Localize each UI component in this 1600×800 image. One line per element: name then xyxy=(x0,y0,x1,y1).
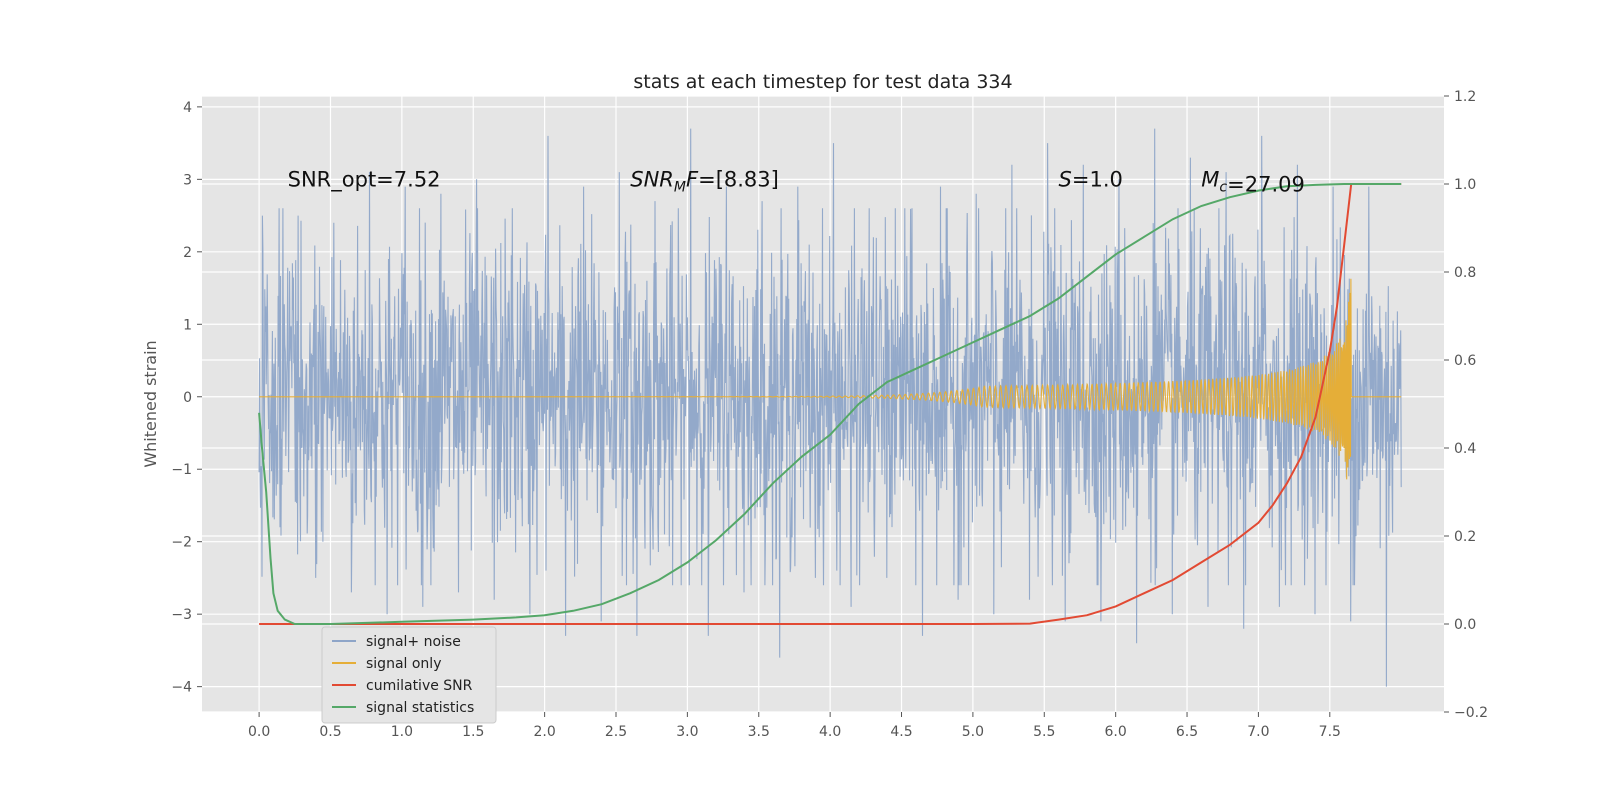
x-tick-label: 7.5 xyxy=(1319,724,1341,740)
series-signal-only xyxy=(259,278,1402,480)
annotation-value: =1.0 xyxy=(1072,167,1123,191)
legend-box xyxy=(321,626,497,724)
annotation: S=1.0 xyxy=(1059,167,1123,191)
annotation-suffix: F xyxy=(686,167,699,191)
annotation-value: =[8.83] xyxy=(698,167,779,191)
x-tick-label: 6.5 xyxy=(1176,724,1198,740)
annotation-value: =27.09 xyxy=(1227,172,1305,196)
y2-tick-label: 0.2 xyxy=(1454,529,1476,545)
y-tick-label: −3 xyxy=(171,607,192,623)
y2-tick-label: 0.6 xyxy=(1454,353,1476,369)
y2-tick-label: 0.8 xyxy=(1454,265,1476,281)
series-signal-plus-noise xyxy=(258,128,1402,687)
series-cumilative-snr xyxy=(259,183,1402,625)
x-tick-label: 3.5 xyxy=(748,724,770,740)
annotation: Mc=27.09 xyxy=(1201,167,1305,196)
series-layer xyxy=(258,128,1402,687)
legend: signal+ noise signal only cumilative SNR si… xyxy=(321,626,497,724)
annotation: SNR_opt=7.52 xyxy=(288,167,441,192)
x-tick-label: 5.0 xyxy=(962,724,984,740)
annotation-symbol: SNR_opt= xyxy=(288,167,394,192)
y-tick-label: 0 xyxy=(183,390,192,406)
legend-label: signal only xyxy=(366,656,441,672)
y2-tick-label: 0.0 xyxy=(1454,617,1476,633)
x-tick-label: 2.5 xyxy=(605,724,627,740)
x-tick-label: 4.5 xyxy=(890,724,912,740)
series-signal-statistics xyxy=(258,183,1402,625)
y-tick-label: 3 xyxy=(183,172,192,188)
annotation-symbol: M xyxy=(1201,167,1219,191)
annotation: SNRMF=[8.83] xyxy=(630,167,779,195)
y-tick-label: 1 xyxy=(183,317,192,333)
y-tick-label: −4 xyxy=(171,680,192,696)
y-tick-label: −1 xyxy=(171,462,192,478)
annotations: SNR_opt=7.52 SNRMF=[8.83] S=1.0 Mc=27.09 xyxy=(288,167,1305,196)
chart-title: stats at each timestep for test data 334 xyxy=(633,71,1012,93)
x-tick-label: 2.0 xyxy=(533,724,555,740)
annotation-subscript: c xyxy=(1219,179,1227,195)
x-tick-label: 5.5 xyxy=(1033,724,1055,740)
y2-tick-label: 0.4 xyxy=(1454,441,1476,457)
annotation-symbol: SNR xyxy=(630,167,674,191)
legend-label: signal statistics xyxy=(366,700,474,716)
y-tick-label: −2 xyxy=(171,535,192,551)
annotation-subscript: M xyxy=(674,179,686,195)
legend-label: cumilative SNR xyxy=(366,678,473,694)
y-tick-label: 2 xyxy=(183,245,192,261)
x-tick-label: 1.5 xyxy=(462,724,484,740)
x-tick-label: 7.0 xyxy=(1247,724,1269,740)
y2-tick-label: 1.0 xyxy=(1454,177,1476,193)
legend-label: signal+ noise xyxy=(366,634,461,650)
axes: 0.0 0.5 1.0 1.5 2.0 2.5 3.0 3.5 4.0 4.5 5.0 5.5 6.0 6… xyxy=(171,89,1488,740)
x-tick-label: 0.5 xyxy=(319,724,341,740)
x-tick-label: 0.0 xyxy=(248,724,270,740)
x-tick-label: 4.0 xyxy=(819,724,841,740)
y2-tick-label: 1.2 xyxy=(1454,89,1476,105)
annotation-symbol: S xyxy=(1059,167,1072,191)
x-tick-label: 1.0 xyxy=(391,724,413,740)
y-tick-label: 4 xyxy=(183,100,192,116)
x-tick-label: 3.0 xyxy=(676,724,698,740)
annotation-value: 7.52 xyxy=(394,167,441,191)
x-tick-label: 6.0 xyxy=(1105,724,1127,740)
y-axis-label: Whitened strain xyxy=(141,340,160,467)
y2-tick-label: −0.2 xyxy=(1454,705,1488,721)
